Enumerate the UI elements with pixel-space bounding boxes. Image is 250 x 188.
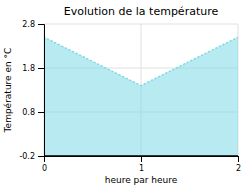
y-axis-title: Température en °C	[3, 48, 13, 134]
area	[44, 37, 238, 156]
axis-line	[45, 157, 239, 163]
tick-label: 2	[236, 164, 241, 173]
grid	[44, 24, 238, 156]
chart-svg: 0 1 2 -0.2 0.8 1.8 2.8 Evolution de la températ…	[0, 0, 250, 188]
tick-label: 0	[42, 164, 47, 173]
tick-label: 1.8	[22, 64, 35, 73]
axis-line	[38, 25, 45, 157]
tick-mark	[141, 156, 142, 162]
tick: 0	[42, 156, 47, 173]
tick-mark	[38, 68, 44, 69]
title: Evolution de la température	[64, 5, 219, 18]
data-group	[44, 37, 238, 156]
tick-label: 2.8	[22, 20, 35, 29]
tick: 0.8	[22, 108, 44, 117]
plot: 0 1 2 -0.2 0.8 1.8 2.8	[19, 20, 241, 173]
tick: 2.8	[22, 20, 44, 29]
tick-mark	[38, 156, 44, 157]
tick-label: 1	[139, 164, 144, 173]
tick-mark	[238, 156, 239, 162]
line	[44, 37, 238, 85]
tick-label: -0.2	[19, 152, 35, 161]
tick: -0.2	[19, 152, 44, 161]
x-axis-title: heure par heure	[105, 175, 178, 185]
tick: 1	[139, 156, 144, 173]
x-axis: 0 1 2	[42, 156, 241, 173]
tick-mark	[38, 24, 44, 25]
tick: 2	[236, 156, 241, 173]
tick-mark	[38, 112, 44, 113]
y-axis: -0.2 0.8 1.8 2.8	[19, 20, 44, 161]
tick: 1.8	[22, 64, 44, 73]
chart-container: 0 1 2 -0.2 0.8 1.8 2.8 Evolution de la températ…	[0, 0, 250, 188]
tick-label: 0.8	[22, 108, 35, 117]
